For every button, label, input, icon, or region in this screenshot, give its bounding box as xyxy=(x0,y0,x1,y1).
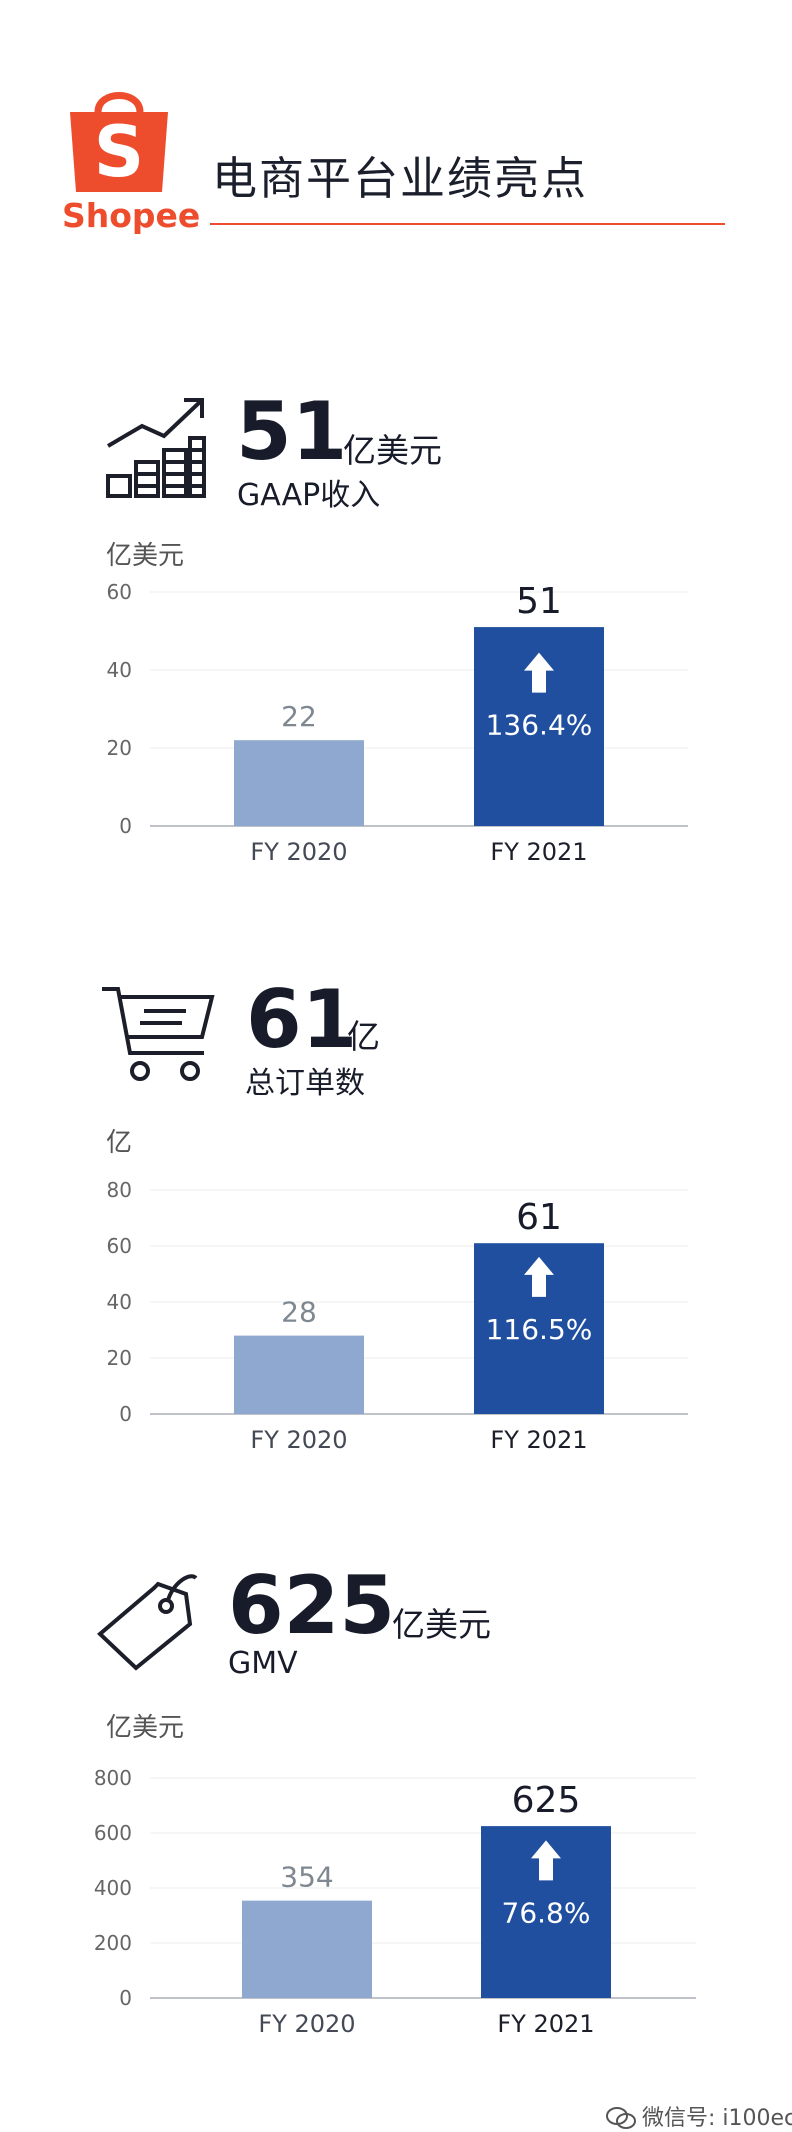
y-tick-label: 0 xyxy=(119,1402,132,1426)
x-tick-label: FY 2020 xyxy=(258,2010,355,2038)
up-arrow-icon xyxy=(531,1840,561,1881)
data-label: 22 xyxy=(281,700,317,733)
growth-label: 136.4% xyxy=(486,709,593,742)
growth-label: 76.8% xyxy=(502,1896,591,1929)
y-axis-unit-label: 亿美元 xyxy=(106,541,184,571)
page-title: 电商平台业绩亮点 xyxy=(212,152,589,205)
y-tick-label: 800 xyxy=(94,1766,132,1790)
y-axis-unit-label: 亿 xyxy=(106,1128,132,1158)
logo-letter: S xyxy=(94,111,144,193)
growth-bar-chart-icon xyxy=(104,396,208,504)
x-tick-label: FY 2021 xyxy=(497,2010,594,2038)
y-tick-label: 20 xyxy=(107,736,132,760)
kpi-unit-orders: 亿 xyxy=(347,1017,380,1056)
data-label: 354 xyxy=(280,1861,333,1894)
bar-fy-2020 xyxy=(242,1900,372,1998)
up-arrow-icon xyxy=(524,652,554,693)
kpi-unit-gmv: 亿美元 xyxy=(392,1605,491,1644)
x-tick-label: FY 2021 xyxy=(490,838,587,866)
up-arrow-icon xyxy=(524,1256,554,1297)
y-tick-label: 0 xyxy=(119,814,132,838)
y-tick-label: 400 xyxy=(94,1876,132,1900)
y-tick-label: 60 xyxy=(107,1234,132,1258)
x-tick-label: FY 2020 xyxy=(250,1426,347,1454)
y-tick-label: 600 xyxy=(94,1821,132,1845)
shopping-cart-icon xyxy=(100,983,216,1091)
x-tick-label: FY 2021 xyxy=(490,1426,587,1454)
kpi-label-orders: 总订单数 xyxy=(245,1066,365,1101)
y-tick-label: 0 xyxy=(119,1986,132,2010)
kpi-value-revenue: 51 xyxy=(236,385,348,478)
y-tick-label: 80 xyxy=(107,1178,132,1202)
growth-label: 116.5% xyxy=(486,1313,593,1346)
watermark-text: 微信号: i100ec xyxy=(642,2106,792,2131)
price-tag-icon xyxy=(96,1568,200,1676)
chart-orders: 亿 0 20 40 60 80 28 FY 2020 61 FY 2021 116.5% xyxy=(0,1115,792,1465)
bar-fy-2020 xyxy=(234,740,364,826)
bar-fy-2020 xyxy=(234,1335,364,1414)
y-axis-unit-label: 亿美元 xyxy=(106,1713,184,1743)
chart-gmv: 亿美元 0 200 400 600 800 354 FY 2020 625 FY 2021 76.8… xyxy=(0,1700,792,2040)
y-tick-label: 40 xyxy=(107,658,132,682)
data-label: 61 xyxy=(516,1197,562,1238)
revenue-bar-chart: 亿美元 0 20 40 60 22 FY 2020 51 FY 2021 136.4% xyxy=(106,541,688,866)
kpi-value-gmv: 625 xyxy=(228,1559,395,1652)
kpi-label-revenue: GAAP收入 xyxy=(237,478,381,513)
brand-name: Shopee xyxy=(62,196,201,235)
gmv-bar-chart: 亿美元 0 200 400 600 800 354 FY 2020 625 FY 2021 76.8… xyxy=(94,1713,696,2038)
shopping-bag-icon: S xyxy=(70,92,168,193)
y-tick-label: 60 xyxy=(107,580,132,604)
x-tick-label: FY 2020 xyxy=(250,838,347,866)
watermark: 微信号: i100ec xyxy=(606,2100,792,2132)
title-divider xyxy=(210,223,725,225)
data-label: 28 xyxy=(281,1296,317,1329)
y-tick-label: 20 xyxy=(107,1346,132,1370)
data-label: 51 xyxy=(516,581,562,622)
shopee-logo: S xyxy=(60,84,178,234)
kpi-label-gmv: GMV xyxy=(228,1646,298,1681)
y-tick-label: 200 xyxy=(94,1931,132,1955)
data-label: 625 xyxy=(512,1780,581,1821)
kpi-value-orders: 61 xyxy=(246,973,358,1066)
wechat-icon xyxy=(606,2107,636,2129)
kpi-unit-revenue: 亿美元 xyxy=(343,431,442,470)
chart-revenue: 亿美元 0 20 40 60 22 FY 2020 51 FY 2021 136.4% xyxy=(0,528,792,868)
y-tick-label: 40 xyxy=(107,1290,132,1314)
orders-bar-chart: 亿 0 20 40 60 80 28 FY 2020 61 FY 2021 116.5% xyxy=(106,1128,688,1454)
